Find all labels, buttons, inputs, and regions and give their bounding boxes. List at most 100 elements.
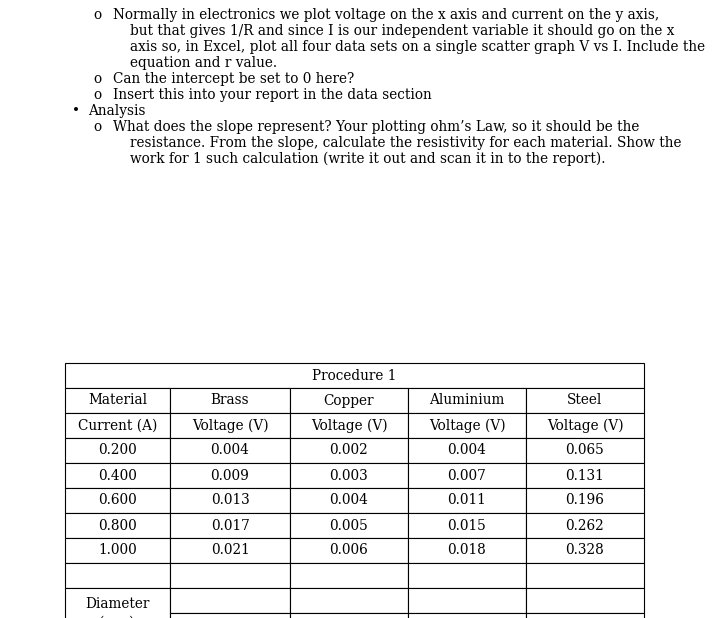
Bar bbox=[290, 463, 408, 488]
Text: Steel: Steel bbox=[567, 394, 603, 407]
Text: 0.600: 0.600 bbox=[98, 494, 137, 507]
Text: o: o bbox=[93, 72, 101, 86]
Bar bbox=[526, 513, 644, 538]
Text: Brass: Brass bbox=[211, 394, 250, 407]
Bar bbox=[408, 563, 526, 588]
Text: 1.000: 1.000 bbox=[98, 543, 137, 557]
Text: Procedure 1: Procedure 1 bbox=[313, 368, 397, 383]
Bar bbox=[170, 538, 290, 563]
Bar bbox=[290, 488, 408, 513]
Bar bbox=[65, 413, 170, 438]
Bar bbox=[170, 563, 290, 588]
Bar bbox=[526, 588, 644, 613]
Bar bbox=[526, 488, 644, 513]
Text: 0.196: 0.196 bbox=[566, 494, 604, 507]
Text: 0.065: 0.065 bbox=[566, 444, 604, 457]
Text: Voltage (V): Voltage (V) bbox=[310, 418, 387, 433]
Text: resistance. From the slope, calculate the resistivity for each material. Show th: resistance. From the slope, calculate th… bbox=[130, 136, 681, 150]
Bar bbox=[408, 413, 526, 438]
Bar bbox=[170, 588, 290, 613]
Bar bbox=[526, 413, 644, 438]
Text: 0.131: 0.131 bbox=[566, 468, 604, 483]
Bar bbox=[526, 613, 644, 618]
Bar bbox=[65, 363, 644, 388]
Text: Diameter
(mm): Diameter (mm) bbox=[85, 597, 150, 618]
Bar bbox=[290, 388, 408, 413]
Bar bbox=[408, 463, 526, 488]
Bar bbox=[170, 413, 290, 438]
Text: Voltage (V): Voltage (V) bbox=[429, 418, 505, 433]
Text: 0.002: 0.002 bbox=[330, 444, 369, 457]
Text: Copper: Copper bbox=[324, 394, 374, 407]
Text: 0.017: 0.017 bbox=[211, 519, 250, 533]
Text: 0.007: 0.007 bbox=[447, 468, 486, 483]
Bar bbox=[526, 388, 644, 413]
Text: o: o bbox=[93, 8, 101, 22]
Text: Insert this into your report in the data section: Insert this into your report in the data… bbox=[113, 88, 432, 102]
Bar bbox=[65, 588, 170, 618]
Bar bbox=[408, 613, 526, 618]
Text: Voltage (V): Voltage (V) bbox=[191, 418, 268, 433]
Text: 0.018: 0.018 bbox=[447, 543, 486, 557]
Text: 0.015: 0.015 bbox=[447, 519, 486, 533]
Text: Can the intercept be set to 0 here?: Can the intercept be set to 0 here? bbox=[113, 72, 354, 86]
Bar bbox=[408, 388, 526, 413]
Text: 0.003: 0.003 bbox=[330, 468, 369, 483]
Text: axis so, in Excel, plot all four data sets on a single scatter graph V vs I. Inc: axis so, in Excel, plot all four data se… bbox=[130, 40, 705, 54]
Text: 0.004: 0.004 bbox=[330, 494, 369, 507]
Text: 0.262: 0.262 bbox=[566, 519, 604, 533]
Text: 0.200: 0.200 bbox=[98, 444, 137, 457]
Text: Material: Material bbox=[88, 394, 147, 407]
Bar bbox=[290, 413, 408, 438]
Text: Current (A): Current (A) bbox=[78, 418, 157, 433]
Text: Aluminium: Aluminium bbox=[429, 394, 505, 407]
Text: 0.013: 0.013 bbox=[211, 494, 250, 507]
Bar bbox=[408, 588, 526, 613]
Bar bbox=[408, 513, 526, 538]
Bar bbox=[65, 388, 170, 413]
Text: Voltage (V): Voltage (V) bbox=[546, 418, 623, 433]
Bar bbox=[170, 488, 290, 513]
Bar bbox=[65, 513, 170, 538]
Bar bbox=[290, 588, 408, 613]
Bar bbox=[170, 513, 290, 538]
Bar bbox=[408, 438, 526, 463]
Bar bbox=[408, 538, 526, 563]
Bar bbox=[65, 538, 170, 563]
Text: •: • bbox=[72, 104, 80, 118]
Bar bbox=[526, 538, 644, 563]
Bar bbox=[290, 563, 408, 588]
Text: 0.021: 0.021 bbox=[211, 543, 250, 557]
Bar bbox=[526, 438, 644, 463]
Bar bbox=[65, 463, 170, 488]
Bar bbox=[290, 438, 408, 463]
Text: equation and r value.: equation and r value. bbox=[130, 56, 277, 70]
Text: 0.400: 0.400 bbox=[98, 468, 137, 483]
Bar bbox=[65, 488, 170, 513]
Bar bbox=[290, 513, 408, 538]
Bar bbox=[65, 438, 170, 463]
Text: work for 1 such calculation (write it out and scan it in to the report).: work for 1 such calculation (write it ou… bbox=[130, 152, 605, 166]
Bar bbox=[170, 388, 290, 413]
Text: 0.006: 0.006 bbox=[330, 543, 369, 557]
Bar bbox=[170, 438, 290, 463]
Text: 0.004: 0.004 bbox=[211, 444, 250, 457]
Text: 0.009: 0.009 bbox=[211, 468, 250, 483]
Text: Normally in electronics we plot voltage on the x axis and current on the y axis,: Normally in electronics we plot voltage … bbox=[113, 8, 659, 22]
Bar bbox=[170, 613, 290, 618]
Bar bbox=[526, 463, 644, 488]
Text: but that gives 1/R and since I is our independent variable it should go on the x: but that gives 1/R and since I is our in… bbox=[130, 24, 675, 38]
Text: o: o bbox=[93, 88, 101, 102]
Bar bbox=[526, 563, 644, 588]
Text: What does the slope represent? Your plotting ohm’s Law, so it should be the: What does the slope represent? Your plot… bbox=[113, 120, 640, 134]
Text: 0.800: 0.800 bbox=[98, 519, 137, 533]
Text: Analysis: Analysis bbox=[88, 104, 146, 118]
Text: 0.004: 0.004 bbox=[447, 444, 486, 457]
Bar bbox=[290, 613, 408, 618]
Bar bbox=[65, 563, 170, 588]
Text: 0.005: 0.005 bbox=[330, 519, 369, 533]
Text: 0.328: 0.328 bbox=[566, 543, 604, 557]
Bar bbox=[408, 488, 526, 513]
Bar bbox=[170, 463, 290, 488]
Bar bbox=[290, 538, 408, 563]
